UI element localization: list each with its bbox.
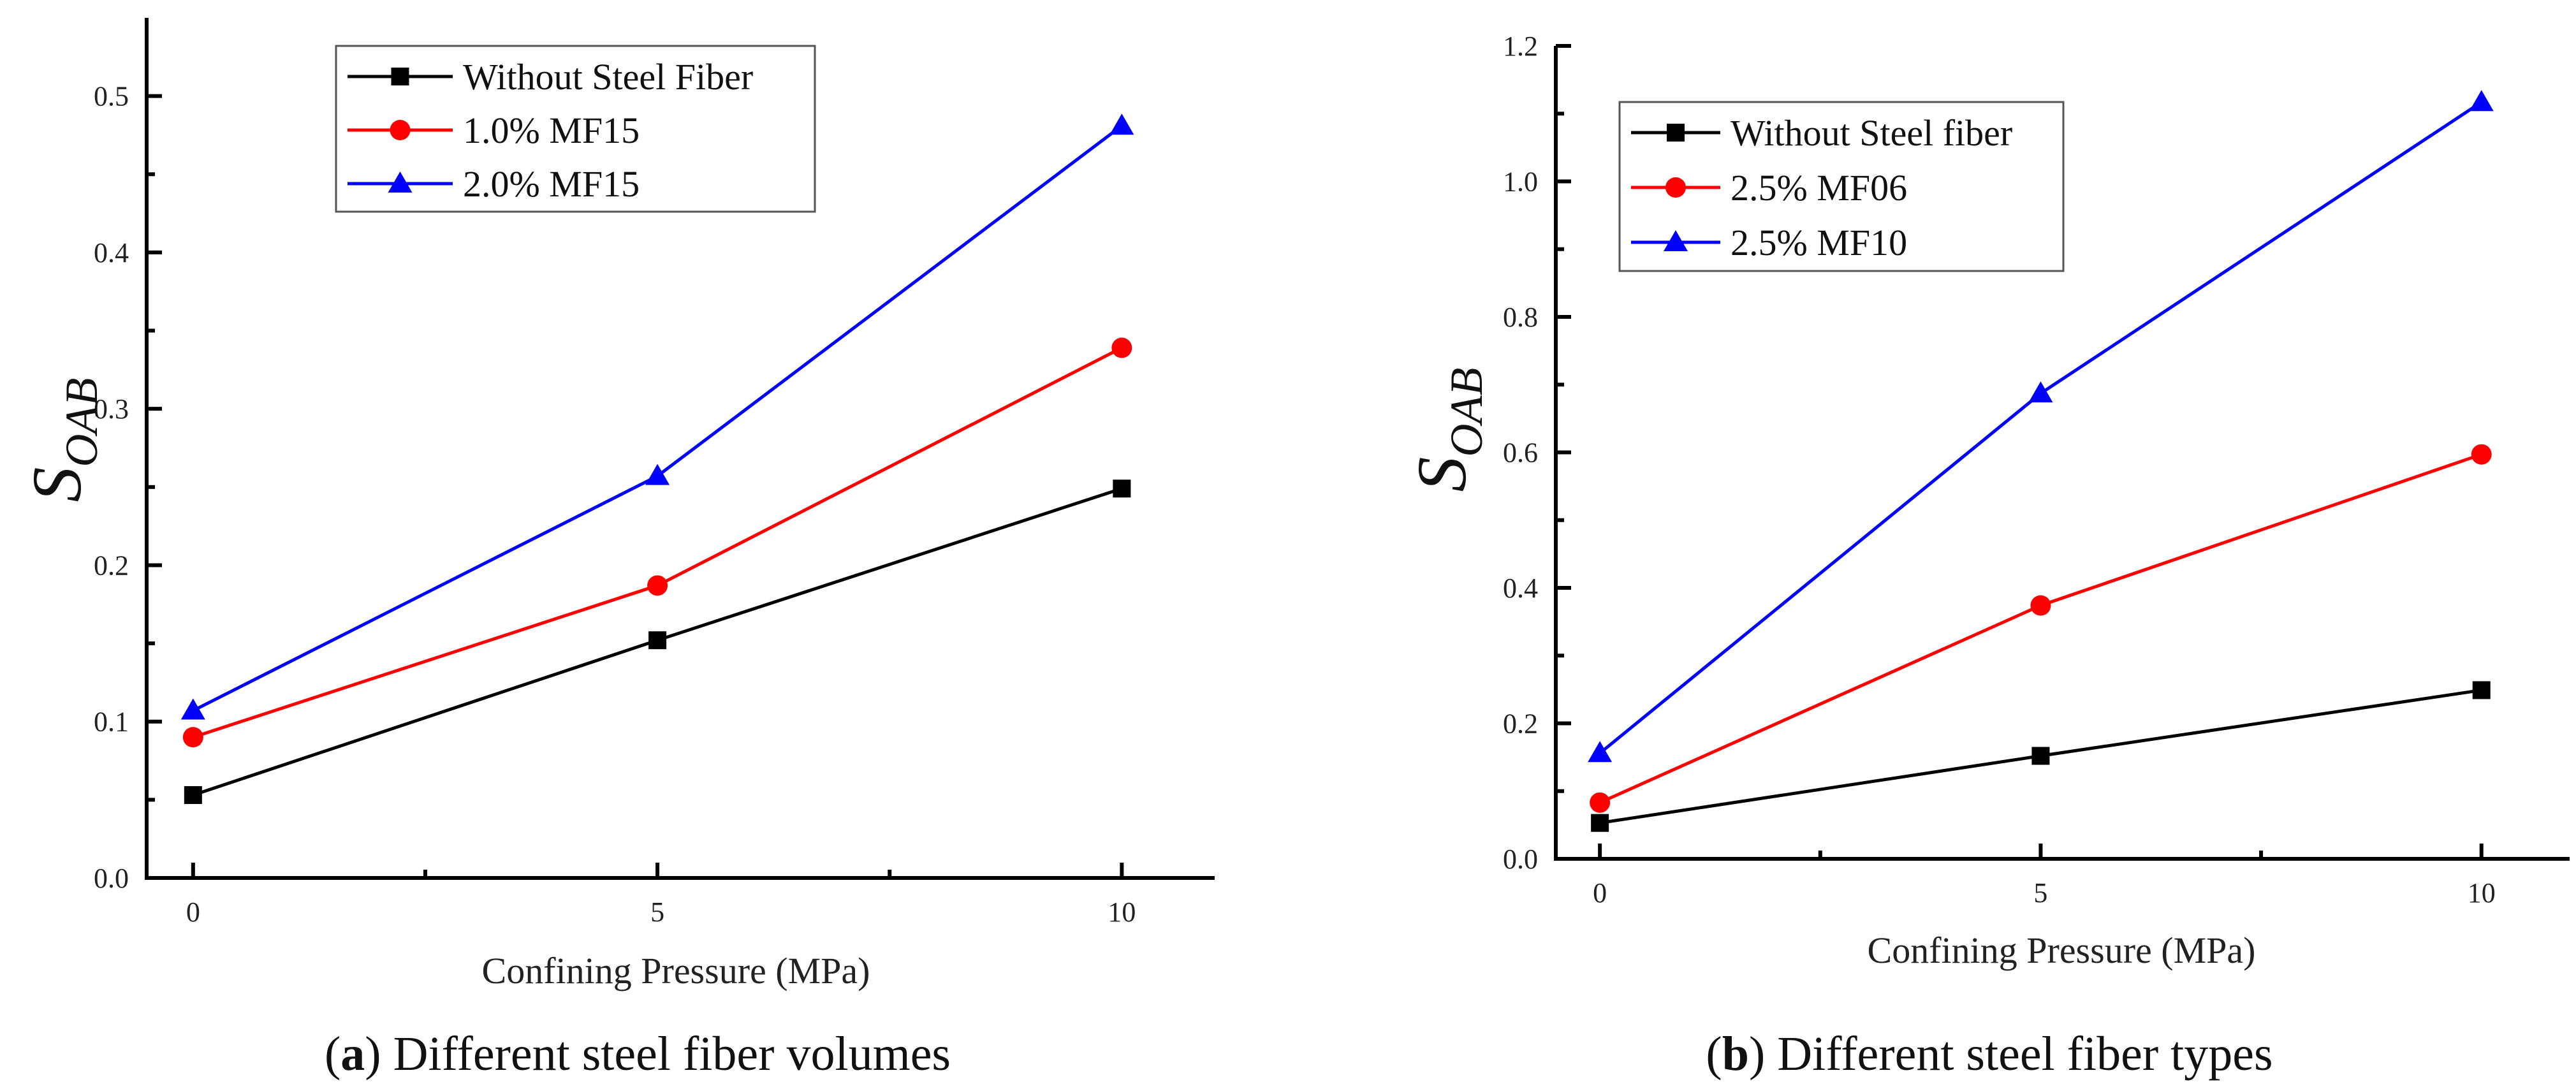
chart-a-data-point [180, 698, 205, 720]
chart-b-y-axis-title: SOAB [1403, 368, 1492, 492]
chart-a-data-point [645, 464, 670, 485]
chart-a-legend: Without Steel Fiber 1.0% MF15 2.0% MF15 [335, 45, 816, 213]
chart-b-y-tick-label: 1.0 [1503, 166, 1538, 198]
chart-b-legend-label: 2.5% MF06 [1731, 167, 1907, 208]
chart-b-y-tick-label: 0.0 [1503, 844, 1538, 875]
chart-a-data-point [647, 575, 668, 596]
chart-b-ticks-layer: 0.0 0.2 0.4 0.6 0.8 1.0 1.2 0 5 10 [1503, 31, 2496, 909]
chart-a-legend-marker [388, 172, 413, 193]
chart-b-data-point [2469, 90, 2494, 112]
chart-b-y-tick-label: 0.2 [1503, 708, 1538, 740]
chart-a-caption: (a) Different steel fiber volumes [325, 1027, 951, 1081]
chart-b-y-tick-label: 0.6 [1503, 437, 1538, 469]
chart-b-legend-marker [1664, 230, 1688, 251]
chart-a-data-point [648, 631, 667, 650]
chart-a-caption-letter: a [340, 1027, 365, 1081]
chart-a-y-axis-title: SOAB [18, 378, 107, 502]
chart-b-y-axis-title-main: S [1403, 457, 1481, 492]
chart-a-data-point [1113, 479, 1131, 498]
chart-a-data-point [1109, 113, 1134, 135]
chart-a-x-tick-label: 5 [650, 896, 664, 928]
chart-b-data-point [2030, 595, 2051, 616]
chart-b-legend-marker [1665, 177, 1686, 198]
chart-b-data-point [1588, 741, 1613, 763]
chart-a-y-tick-label: 0.3 [94, 393, 129, 425]
chart-a-legend-marker [391, 68, 409, 85]
chart-b-legend-label: 2.5% MF10 [1731, 222, 1907, 263]
chart-a-y-tick-label: 0.2 [94, 550, 129, 581]
chart-a-y-tick-label: 0.4 [94, 237, 129, 268]
chart-panel-a: 0.0 0.1 0.2 0.3 0.4 0.5 0 5 10 Confining Pressur… [0, 0, 1275, 1089]
chart-b-x-tick-label: 5 [2033, 877, 2047, 909]
chart-a-y-axis-title-main: S [18, 467, 96, 502]
chart-a-x-tick-label: 0 [186, 896, 200, 928]
chart-b-data-point [2031, 747, 2050, 765]
chart-b-legend-label: Without Steel fiber [1731, 112, 2012, 154]
chart-a-data-point [184, 786, 202, 805]
chart-a-ticks-layer: 0.0 0.1 0.2 0.3 0.4 0.5 0 5 10 [94, 81, 1136, 928]
chart-a-series-layer [180, 113, 1134, 805]
chart-a-x-tick-label: 10 [1108, 896, 1136, 928]
chart-a-x-axis-title: Confining Pressure (MPa) [482, 950, 870, 991]
chart-b-caption-text: Different steel fiber types [1765, 1027, 2272, 1081]
chart-a-caption-text: Different steel fiber volumes [381, 1027, 951, 1081]
chart-a-legend-marker [390, 120, 411, 140]
chart-b-data-point [2471, 444, 2492, 465]
chart-a-legend-label: Without Steel Fiber [463, 56, 753, 98]
chart-b-y-tick-label: 1.2 [1503, 31, 1538, 62]
chart-a-legend-label: 1.0% MF15 [463, 110, 640, 151]
chart-b-data-point [2472, 681, 2491, 699]
chart-b-y-tick-label: 0.8 [1503, 302, 1538, 333]
chart-a-axes-layer [145, 18, 1215, 880]
chart-b-data-point [1590, 792, 1611, 813]
chart-b-x-axis-title: Confining Pressure (MPa) [1868, 930, 2256, 971]
chart-b-x-tick-label: 10 [2468, 877, 2496, 909]
chart-a-data-point [1111, 337, 1132, 358]
chart-b-y-tick-label: 0.4 [1503, 573, 1538, 604]
chart-b-y-axis-title-subscript: OAB [1441, 368, 1492, 457]
chart-b-legend-marker [1667, 124, 1685, 142]
chart-a-data-point [182, 727, 203, 748]
chart-b-series-layer [1588, 90, 2494, 832]
chart-b-caption-letter: b [1722, 1027, 1749, 1081]
chart-b-data-point [2028, 381, 2053, 403]
chart-a-y-tick-label: 0.5 [94, 81, 129, 112]
chart-a-legend-label: 2.0% MF15 [463, 163, 640, 205]
chart-panel-b: 0.0 0.2 0.4 0.6 0.8 1.0 1.2 0 5 10 Confining Pres… [1275, 0, 2576, 1089]
chart-b-caption: (b) Different steel fiber types [1706, 1027, 2272, 1081]
chart-a-y-tick-label: 0.0 [94, 863, 129, 894]
chart-b-x-tick-label: 0 [1593, 877, 1607, 909]
chart-a-y-axis-title-subscript: OAB [56, 378, 107, 467]
chart-a-y-tick-label: 0.1 [94, 706, 129, 738]
chart-b-data-point [1591, 814, 1609, 832]
chart-b-legend: Without Steel fiber 2.5% MF06 2.5% MF10 [1618, 101, 2065, 272]
